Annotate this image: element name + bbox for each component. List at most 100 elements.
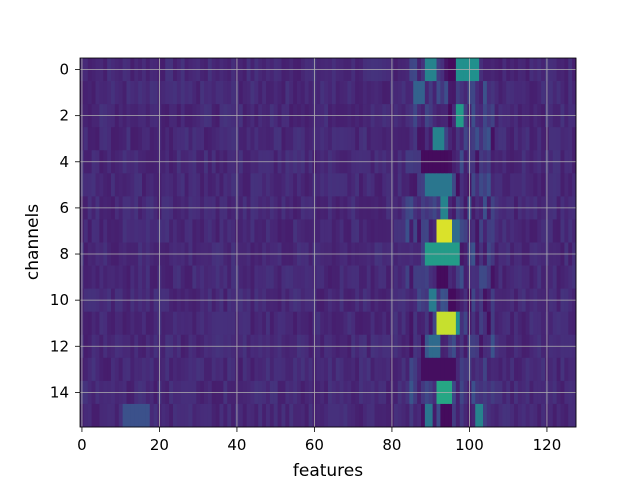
heatmap-cell [370, 403, 375, 428]
heatmap-cell [126, 173, 131, 197]
heatmap-cell [502, 311, 507, 336]
heatmap-cell [300, 403, 306, 428]
heatmap-cell [149, 219, 155, 243]
heatmap-cell [238, 265, 244, 290]
heatmap-cell [498, 403, 503, 428]
heatmap-cell [490, 403, 496, 428]
heatmap-cell [351, 357, 356, 382]
y-tick-label: 2 [59, 107, 69, 125]
heatmap-cell [126, 357, 131, 382]
heatmap-cell [161, 219, 166, 243]
heatmap-cell [502, 403, 507, 428]
heatmap-cell [91, 403, 96, 428]
heatmap-cell [277, 173, 282, 197]
heatmap-cell [180, 265, 186, 290]
heatmap-cell [452, 173, 457, 197]
heatmap-cell [269, 219, 275, 243]
heatmap-cell [238, 173, 244, 197]
heatmap-cell [169, 81, 174, 105]
heatmap-cell [362, 357, 368, 382]
heatmap-cell [211, 127, 217, 151]
heatmap-cell [300, 219, 306, 243]
heatmap-cell [529, 81, 534, 105]
heatmap-cell [211, 357, 217, 382]
heatmap-cell [328, 265, 333, 290]
heatmap-cell [386, 173, 391, 197]
heatmap-cell [266, 311, 271, 336]
heatmap-cell [405, 311, 410, 336]
heatmap-cell [215, 219, 220, 243]
heatmap-cell [91, 81, 96, 105]
heatmap-cell [506, 81, 511, 105]
heatmap-cell [99, 403, 104, 428]
heatmap-cell [552, 127, 558, 151]
heatmap-cell [417, 311, 422, 336]
heatmap-cell [483, 219, 488, 243]
heatmap-cell [250, 403, 255, 428]
heatmap-cell [215, 403, 220, 428]
heatmap-cell [324, 219, 329, 243]
heatmap-cell [382, 311, 387, 336]
heatmap-cell [428, 311, 434, 336]
heatmap-cell [293, 219, 298, 243]
heatmap-cell [142, 403, 147, 428]
heatmap-cell [266, 357, 271, 382]
heatmap-cell [316, 127, 321, 151]
heatmap-cell [300, 265, 306, 290]
heatmap-cell [490, 311, 496, 336]
heatmap-cell [401, 219, 406, 243]
heatmap-cell [548, 81, 554, 105]
heatmap-cell [374, 219, 379, 243]
heatmap-cell [211, 81, 217, 105]
heatmap-cell [335, 173, 341, 197]
heatmap-cell [95, 357, 100, 382]
heatmap-cell [142, 357, 147, 382]
heatmap-cell [173, 357, 178, 382]
heatmap-cell [246, 357, 251, 382]
heatmap-cell [436, 357, 441, 382]
heatmap-cell [320, 219, 325, 243]
heatmap-cell [122, 219, 127, 243]
heatmap-cell [537, 219, 542, 243]
heatmap-cell [231, 357, 236, 382]
heatmap-cell [463, 265, 468, 290]
heatmap-cell [378, 265, 383, 290]
heatmap-cell [366, 357, 372, 382]
heatmap-cell [219, 127, 224, 151]
heatmap-cell [452, 127, 457, 151]
heatmap-cell [397, 403, 403, 428]
heatmap-cell [161, 265, 166, 290]
heatmap-cell [277, 265, 282, 290]
heatmap-cell [134, 219, 139, 243]
heatmap-cell [459, 173, 465, 197]
heatmap-cell [254, 127, 259, 151]
heatmap-cell [266, 219, 271, 243]
heatmap-cell [347, 357, 352, 382]
heatmap-cell [359, 403, 364, 428]
heatmap-cell [83, 219, 89, 243]
heatmap-cell [331, 127, 337, 151]
heatmap-cell [475, 219, 480, 243]
heatmap-cell [180, 219, 186, 243]
heatmap-cell [227, 357, 232, 382]
heatmap-cell [479, 403, 484, 428]
heatmap-cell [525, 81, 530, 105]
heatmap-cell [370, 219, 375, 243]
heatmap-cell [242, 127, 248, 151]
heatmap-cell [521, 127, 527, 151]
heatmap-cell [452, 219, 457, 243]
heatmap-cell [196, 403, 201, 428]
heatmap-cell [494, 403, 499, 428]
heatmap-cell [227, 127, 232, 151]
heatmap-cell [231, 173, 236, 197]
heatmap-cell [262, 81, 267, 105]
heatmap-cell [366, 403, 372, 428]
heatmap-cell [196, 357, 201, 382]
heatmap-cell [262, 311, 267, 336]
heatmap-cell [281, 219, 286, 243]
heatmap-cell [207, 357, 213, 382]
heatmap-cell [87, 173, 93, 197]
heatmap-cell [188, 311, 193, 336]
heatmap-cell [324, 357, 329, 382]
heatmap-cell [471, 127, 476, 151]
